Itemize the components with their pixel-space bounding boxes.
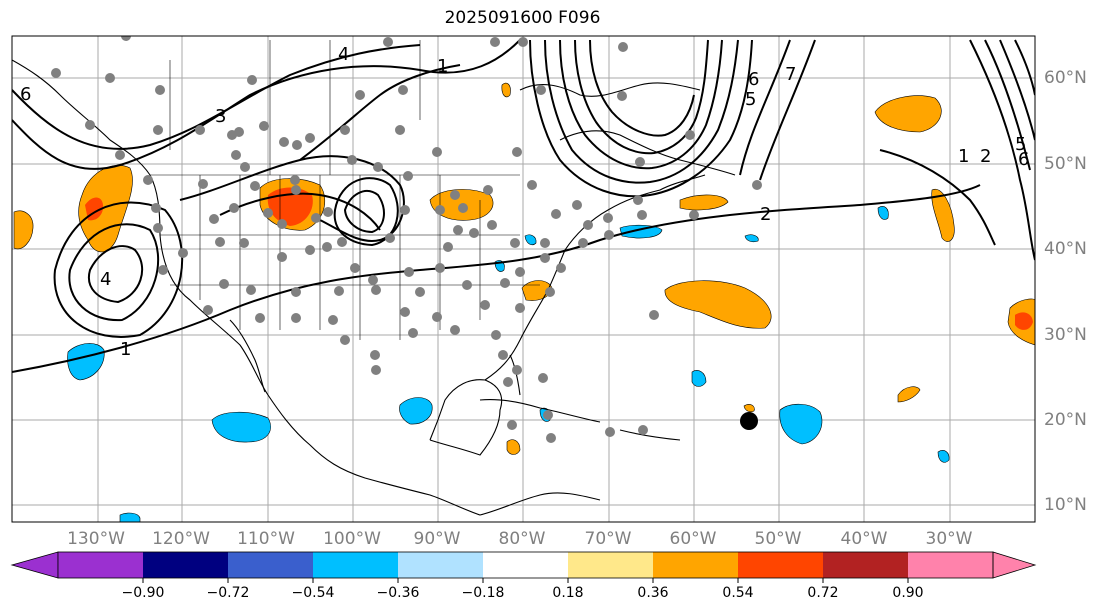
lon-label: 120°W (152, 529, 210, 549)
colorbar-tick-label: 0.54 (722, 585, 754, 601)
colorbar-segment (568, 552, 653, 578)
colorbar-tick-label: −0.72 (206, 585, 250, 601)
lat-label: 10°N (1044, 495, 1087, 515)
colorbar-tick-label: −0.18 (461, 585, 505, 601)
colorbar-segment (143, 552, 228, 578)
contour-lines (12, 39, 1035, 373)
lon-label: 80°W (498, 529, 546, 549)
lon-label: 110°W (237, 529, 295, 549)
contour-label: 5 (745, 89, 756, 110)
colorbar-segment (398, 552, 483, 578)
contour-label-group: 1 1 1 2 2 3 4 4 5 5 6 6 6 7 (20, 44, 1029, 360)
lat-label: 40°N (1044, 239, 1087, 259)
state-borders (150, 40, 540, 340)
colorbar-segment (738, 552, 823, 578)
storm-marker (740, 412, 758, 430)
station-markers (51, 36, 762, 443)
contour-label: 7 (785, 64, 796, 85)
lon-label: 50°W (754, 529, 802, 549)
graticule (12, 36, 1035, 522)
contour-label: 6 (1018, 149, 1029, 170)
lon-label: 90°W (413, 529, 461, 549)
colorbar-segment (228, 552, 313, 578)
map-title: 2025091600 F096 (444, 8, 601, 28)
colorbar-tick-label: 0.36 (637, 585, 669, 601)
contour-label: 2 (760, 204, 771, 225)
contour-label: 4 (338, 44, 349, 65)
colorbar (10, 551, 1037, 583)
lat-label: 60°N (1044, 68, 1087, 88)
colorbar-tick-label: −0.54 (291, 585, 335, 601)
contour-label: 6 (20, 84, 31, 105)
colorbar-segment (653, 552, 738, 578)
colorbar-segment (313, 552, 398, 578)
lon-label: 70°W (584, 529, 632, 549)
lon-label: 130°W (67, 529, 125, 549)
contour-label: 4 (100, 269, 111, 290)
colorbar-segment (483, 552, 568, 578)
colorbar-tick-label: 0.18 (552, 585, 584, 601)
contour-label: 6 (748, 69, 759, 90)
colorbar-extend-high (992, 551, 1037, 579)
lat-label: 20°N (1044, 410, 1087, 430)
lon-label: 60°W (669, 529, 717, 549)
contour-label: 3 (215, 106, 226, 127)
contour-label: 2 (980, 146, 991, 167)
colorbar-segment (908, 552, 993, 578)
plot-frame (11, 35, 1036, 523)
colorbar-tick-label: 0.72 (807, 585, 839, 601)
lat-label: 50°N (1044, 154, 1087, 174)
colorbar-tick-label: −0.90 (121, 585, 165, 601)
colorbar-tick-label: 0.90 (892, 585, 924, 601)
lon-label: 100°W (323, 529, 381, 549)
lon-label: 30°W (925, 529, 973, 549)
colorbar-extend-low (10, 551, 59, 579)
colorbar-segment (58, 552, 143, 578)
colorbar-tick-label: −0.36 (376, 585, 420, 601)
lon-label: 40°W (840, 529, 888, 549)
lat-label: 30°N (1044, 325, 1087, 345)
contour-label: 5 (1015, 134, 1026, 155)
colorbar-segment (823, 552, 908, 578)
contour-label: 1 (120, 339, 131, 360)
colorbar-frame (57, 551, 994, 579)
contour-label: 1 (437, 56, 448, 77)
anomaly-shading (13, 82, 1035, 522)
contour-label: 1 (958, 146, 969, 167)
